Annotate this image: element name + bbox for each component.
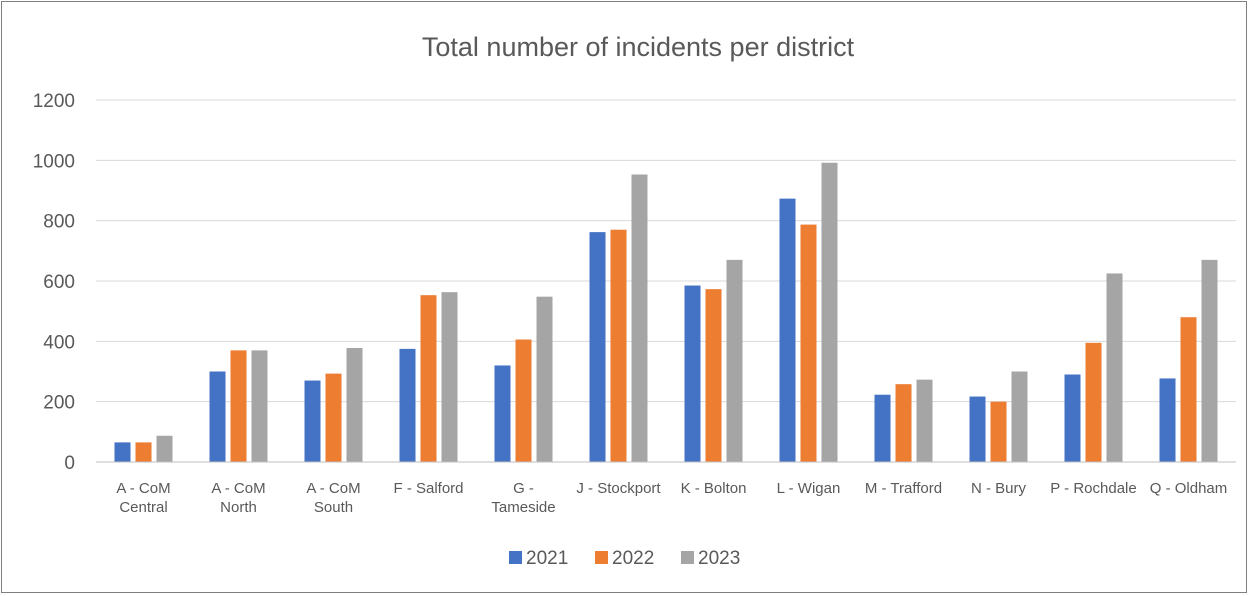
x-tick-label: Q - Oldham <box>1150 480 1228 497</box>
x-tick-label: P - Rochdale <box>1050 480 1136 497</box>
bar-2022 <box>1085 342 1102 462</box>
bar-2023 <box>251 350 268 462</box>
bar-2023 <box>821 162 838 462</box>
y-tick-label: 0 <box>64 453 75 474</box>
bar-2023 <box>631 174 648 463</box>
chart-title: Total number of incidents per district <box>422 32 855 62</box>
y-axis: 0 200 400 600 800 1000 1200 <box>33 91 75 474</box>
bar-2022 <box>135 442 152 462</box>
bar-2021 <box>969 396 986 462</box>
bar-2022 <box>800 224 817 462</box>
bar-2021 <box>399 348 416 462</box>
legend-swatch-2022 <box>595 551 608 564</box>
bar-2023 <box>1011 371 1028 462</box>
x-tick-label: L - Wigan <box>777 480 841 497</box>
bar-2023 <box>1106 273 1123 462</box>
y-tick-label: 600 <box>43 272 75 293</box>
legend-label: 2021 <box>526 548 568 569</box>
bar-2023 <box>726 259 743 462</box>
x-tick-label: K - Bolton <box>681 480 747 497</box>
bar-2022 <box>515 339 532 462</box>
legend-swatch-2021 <box>509 551 522 564</box>
y-tick-label: 1000 <box>33 151 75 172</box>
x-tick-label: M - Trafford <box>865 480 942 497</box>
bar-2023 <box>1201 259 1218 462</box>
bar-2022 <box>1180 317 1197 462</box>
bar-2021 <box>874 394 891 462</box>
bar-2023 <box>536 296 553 462</box>
bar-2021 <box>494 365 511 462</box>
bar-2022 <box>325 373 342 462</box>
bar-2021 <box>779 198 796 462</box>
x-tick-label: A - CoM South <box>306 480 360 516</box>
x-axis: A - CoM Central A - CoM North A - CoM South F … <box>96 461 1236 516</box>
y-tick-label: 400 <box>43 332 75 353</box>
bar-2023 <box>441 292 458 462</box>
bar-2021 <box>1159 378 1176 462</box>
legend: 2021 2022 2023 <box>509 548 740 569</box>
bar-2022 <box>895 384 912 462</box>
bar-2021 <box>114 442 131 462</box>
x-tick-label: A - CoM North <box>211 480 265 516</box>
x-tick-label: A - CoM Central <box>116 480 170 516</box>
bar-2022 <box>705 289 722 462</box>
bar-2021 <box>684 285 701 462</box>
x-tick-label: N - Bury <box>971 480 1027 497</box>
legend-label: 2023 <box>698 548 740 569</box>
x-tick-label: J - Stockport <box>576 480 661 497</box>
bar-2022 <box>230 350 247 462</box>
bar-2021 <box>304 380 321 462</box>
bar-2022 <box>610 229 627 462</box>
x-tick-label: G -Tameside <box>491 480 555 516</box>
bar-2021 <box>209 371 226 462</box>
y-tick-label: 200 <box>43 393 75 414</box>
bar-2022 <box>420 295 437 462</box>
bar-2023 <box>346 347 363 462</box>
legend-label: 2022 <box>612 548 654 569</box>
bar-2021 <box>1064 374 1081 462</box>
y-tick-label: 800 <box>43 212 75 233</box>
bar-2023 <box>156 435 173 462</box>
bar-2023 <box>916 379 933 462</box>
bar-2022 <box>990 401 1007 462</box>
bars <box>114 162 1218 463</box>
legend-swatch-2023 <box>681 551 694 564</box>
bar-2021 <box>589 232 606 462</box>
y-tick-label: 1200 <box>33 91 75 112</box>
x-tick-label: F - Salford <box>393 480 463 497</box>
